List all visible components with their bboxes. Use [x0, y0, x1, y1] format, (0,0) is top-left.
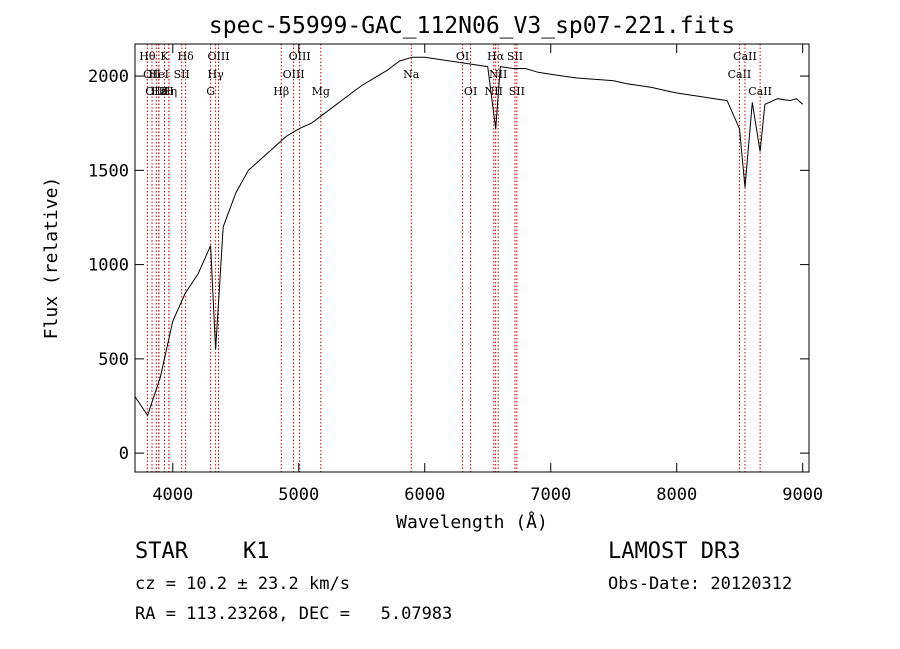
x-tick-label: 5000	[278, 485, 319, 505]
line-marker-label: SII	[507, 50, 523, 63]
line-marker-label: K	[160, 50, 169, 63]
axis-ticks: 4000 5000 6000 7000 8000 9000 0 500 1000 1500 2000	[88, 44, 823, 505]
spectrum-line	[134, 56, 804, 417]
line-marker-label: OIII	[145, 85, 167, 98]
line-marker-label: Hθ	[139, 50, 156, 63]
line-marker-label: Hβ	[273, 85, 289, 98]
line-markers: HθOIIOIIIHεHeIKHηHSIIHδGHγOIIIHβOIIIOIII…	[139, 44, 772, 472]
object-subclass: K1	[243, 539, 270, 564]
x-tick-label: 8000	[656, 485, 697, 505]
coordinates-text: RA = 113.23268, DEC = 5.07983	[135, 604, 453, 624]
x-tick-label: 7000	[530, 485, 571, 505]
line-marker-label: NII	[485, 85, 503, 98]
line-marker-label: NII	[489, 68, 507, 81]
y-tick-label: 500	[98, 350, 129, 370]
line-marker-label: Hα	[487, 50, 505, 63]
line-marker-label: CaII	[728, 68, 752, 81]
line-marker-label: SII	[509, 85, 525, 98]
y-tick-label: 0	[119, 444, 129, 464]
line-marker-label: OII	[143, 68, 161, 81]
x-axis-label: Wavelength (Å)	[396, 511, 548, 533]
y-tick-label: 1500	[88, 161, 129, 181]
line-marker-label: OI	[456, 50, 469, 63]
chart-title: spec-55999-GAC_112N06_V3_sp07-221.fits	[209, 13, 735, 39]
y-tick-label: 2000	[88, 67, 129, 87]
y-axis-label: Flux (relative)	[41, 177, 62, 340]
x-tick-label: 4000	[152, 485, 193, 505]
line-marker-label: H	[164, 85, 174, 98]
line-marker-label: Hδ	[178, 50, 195, 63]
line-marker-label: Mg	[312, 85, 330, 98]
line-marker-label: Hε	[151, 85, 167, 98]
redshift-text: cz = 10.2 ± 23.2 km/s	[135, 574, 350, 594]
line-marker-label: HeI	[149, 68, 169, 81]
line-marker-label: OIII	[283, 68, 305, 81]
line-marker-label: OIII	[289, 50, 311, 63]
y-tick-label: 1000	[88, 256, 129, 276]
line-marker-label: SII	[174, 68, 190, 81]
axes-frame	[134, 43, 810, 473]
line-marker-label: OIII	[207, 50, 229, 63]
line-marker-label: G	[206, 85, 215, 98]
line-marker-label: CaII	[748, 85, 772, 98]
survey-label: LAMOST DR3	[608, 539, 741, 564]
object-class: STAR	[135, 539, 188, 564]
line-marker-label: Hη	[161, 85, 177, 98]
line-marker-label: Hγ	[208, 68, 225, 81]
line-marker-label: OI	[464, 85, 477, 98]
obs-date-text: Obs-Date: 20120312	[608, 574, 793, 594]
x-tick-label: 9000	[782, 485, 823, 505]
line-marker-label: Na	[403, 68, 420, 81]
line-marker-label: CaII	[733, 50, 757, 63]
x-tick-label: 6000	[404, 485, 445, 505]
